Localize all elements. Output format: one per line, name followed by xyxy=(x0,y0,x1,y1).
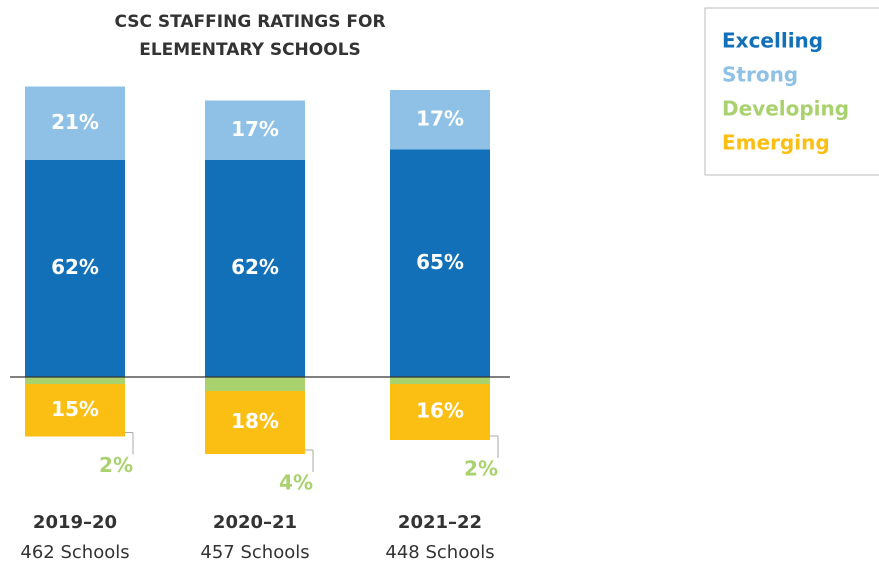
bar-segment xyxy=(205,100,305,160)
value-label: 2% xyxy=(99,453,133,477)
value-label: 21% xyxy=(51,110,99,134)
value-label: 65% xyxy=(416,250,464,274)
value-label: 4% xyxy=(279,471,313,495)
legend-label: Emerging xyxy=(722,131,830,155)
bar-segment xyxy=(25,86,125,160)
x-tick-label: 2019–20 xyxy=(33,512,117,533)
x-tick-label: 2020–21 xyxy=(213,512,297,533)
chart-title: CSC STAFFING RATINGS FOR ELEMENTARY SCHO… xyxy=(114,12,386,60)
bar-segment xyxy=(390,384,490,440)
value-label: 17% xyxy=(231,117,279,141)
legend-label: Excelling xyxy=(722,29,823,53)
value-label: 17% xyxy=(416,106,464,130)
value-label: 18% xyxy=(231,409,279,433)
x-tick-sublabel: 462 Schools xyxy=(20,542,129,563)
legend-label: Strong xyxy=(722,63,798,87)
bar-segment xyxy=(25,160,125,377)
x-tick-label: 2021–22 xyxy=(398,512,482,533)
legend-label: Developing xyxy=(722,97,849,121)
value-label: 62% xyxy=(51,255,99,279)
bar-segment xyxy=(205,391,305,454)
legend-box xyxy=(704,7,879,176)
x-tick-sublabel: 448 Schools xyxy=(385,542,494,563)
bar-segment xyxy=(205,377,305,391)
bar-segment xyxy=(205,160,305,377)
x-tick-sublabel: 457 Schools xyxy=(200,542,309,563)
bar-segment xyxy=(390,377,490,384)
value-label: 16% xyxy=(416,399,464,423)
value-label: 15% xyxy=(51,397,99,421)
value-label: 2% xyxy=(464,457,498,481)
bar-segment xyxy=(390,90,490,150)
bar-segment xyxy=(25,377,125,384)
bar-segment xyxy=(390,149,490,377)
bar-segment xyxy=(25,384,125,437)
value-label: 62% xyxy=(231,255,279,279)
